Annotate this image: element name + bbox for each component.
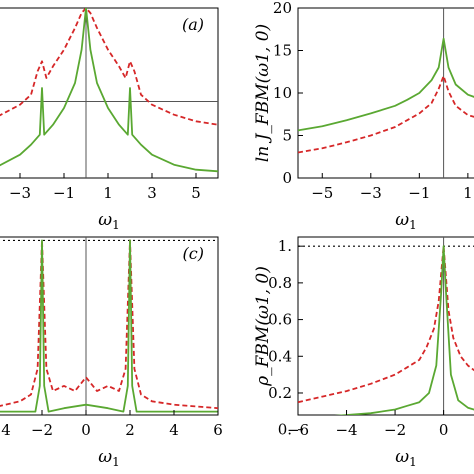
- chart-panel: 4 −2 0 2 4 6 ω1 (c): [0, 236, 223, 469]
- y-tick-label: 10: [273, 84, 292, 102]
- y-tick-label: 0: [282, 169, 292, 187]
- x-axis-label: ω1: [98, 210, 120, 232]
- series-line-solid: [334, 245, 474, 415]
- x-tick-label: −1: [53, 184, 75, 202]
- x-axis-label: ω1: [395, 210, 417, 232]
- series-line-dashed: [0, 239, 218, 410]
- series-line-dashed: [298, 245, 474, 404]
- x-tick-label: 4: [1, 421, 11, 439]
- x-tick-label: 2: [125, 421, 135, 439]
- y-tick-label: 0.4: [268, 347, 292, 365]
- y-tick-label: 0.: [278, 421, 292, 439]
- chart-panel: −3 −1 1 3 5 ω1 (a): [0, 7, 219, 232]
- series-line-solid: [298, 37, 474, 132]
- x-tick-label: −4: [335, 421, 357, 439]
- x-axis-label: ω1: [98, 447, 120, 469]
- chart-panel: −6 −4 −2 00.0.20.40.60.81.ω1ρ_FBM(ω1, 0): [253, 236, 474, 469]
- panel-label: (a): [182, 15, 204, 34]
- x-tick-label: 1: [463, 184, 473, 202]
- y-tick-label: 15: [273, 42, 292, 60]
- y-tick-label: 0.8: [268, 274, 292, 292]
- x-tick-label: −2: [384, 421, 406, 439]
- series-line-dashed: [0, 8, 218, 126]
- y-axis-label: ln J_FBM(ω1, 0): [253, 24, 273, 162]
- x-tick-label: −3: [9, 184, 31, 202]
- x-tick-label: 1: [103, 184, 113, 202]
- plot-frame: [297, 236, 474, 416]
- x-tick-label: −2: [31, 421, 53, 439]
- panel-label: (c): [183, 244, 204, 263]
- y-tick-label: 0.6: [268, 311, 292, 329]
- y-tick-label: 1.: [278, 237, 292, 255]
- y-tick-label: 0.2: [268, 384, 292, 402]
- x-tick-label: 3: [147, 184, 157, 202]
- x-tick-label: −3: [360, 184, 382, 202]
- y-tick-label: 20: [273, 0, 292, 17]
- x-tick-label: −5: [311, 184, 333, 202]
- plot-frame: [0, 236, 219, 416]
- y-axis-label: ρ_FBM(ω1, 0): [253, 266, 273, 387]
- x-tick-label: −1: [408, 184, 430, 202]
- x-axis-label: ω1: [395, 447, 417, 469]
- plot-frame: [297, 7, 474, 179]
- x-tick-label: 4: [169, 421, 179, 439]
- x-tick-label: 0: [439, 421, 449, 439]
- x-tick-label: 5: [191, 184, 201, 202]
- series-line-solid: [0, 239, 218, 413]
- y-tick-label: 5: [282, 127, 292, 145]
- x-tick-label: 0: [81, 421, 91, 439]
- series-line-solid: [0, 8, 218, 173]
- series-line-dashed: [298, 75, 474, 154]
- x-tick-label: 6: [213, 421, 223, 439]
